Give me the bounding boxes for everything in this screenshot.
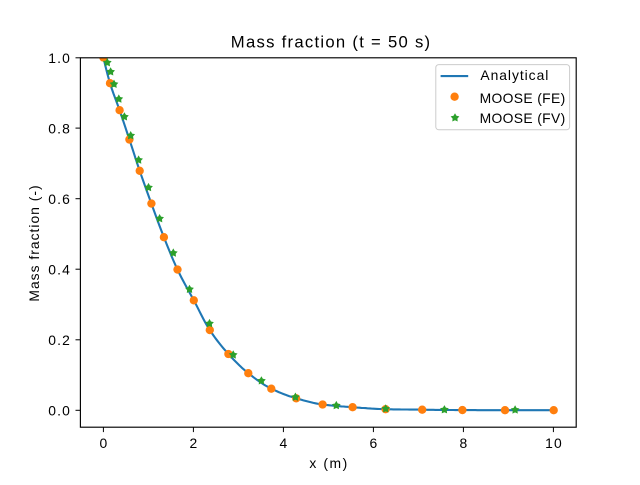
svg-text:6: 6 [370, 435, 379, 451]
svg-text:0.4: 0.4 [48, 262, 71, 278]
svg-text:x (m): x (m) [309, 455, 348, 471]
svg-text:Mass fraction (t = 50 s): Mass fraction (t = 50 s) [231, 33, 432, 52]
svg-text:8: 8 [460, 435, 469, 451]
svg-text:0: 0 [100, 435, 109, 451]
svg-text:10: 10 [545, 435, 563, 451]
svg-text:MOOSE (FV): MOOSE (FV) [480, 110, 566, 126]
svg-text:Analytical: Analytical [480, 67, 549, 83]
svg-text:0.8: 0.8 [48, 121, 71, 137]
svg-text:2: 2 [190, 435, 199, 451]
svg-text:Mass fraction (-): Mass fraction (-) [26, 184, 42, 301]
svg-text:0.6: 0.6 [48, 191, 71, 207]
svg-text:1.0: 1.0 [48, 50, 71, 66]
svg-text:0.0: 0.0 [48, 403, 71, 419]
svg-text:MOOSE (FE): MOOSE (FE) [480, 90, 566, 106]
svg-text:0.2: 0.2 [48, 332, 71, 348]
svg-text:4: 4 [280, 435, 289, 451]
